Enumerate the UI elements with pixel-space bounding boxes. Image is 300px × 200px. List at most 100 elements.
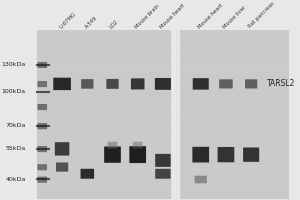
Bar: [37, 126, 177, 131]
Text: Mouse heart: Mouse heart: [197, 3, 224, 29]
Bar: [37, 75, 177, 81]
Bar: [180, 58, 289, 64]
FancyBboxPatch shape: [38, 62, 47, 68]
Bar: [180, 36, 289, 42]
Text: 55kDa: 55kDa: [6, 146, 26, 151]
FancyBboxPatch shape: [108, 142, 117, 148]
Bar: [180, 148, 289, 154]
Bar: [37, 36, 177, 42]
FancyBboxPatch shape: [155, 78, 171, 90]
Bar: [37, 193, 177, 199]
FancyBboxPatch shape: [195, 176, 207, 183]
Bar: [37, 58, 177, 64]
Text: Mouse heart: Mouse heart: [159, 3, 186, 29]
FancyBboxPatch shape: [129, 146, 146, 163]
Bar: [180, 70, 289, 75]
Bar: [180, 42, 289, 47]
FancyBboxPatch shape: [38, 104, 47, 110]
Text: LO2: LO2: [109, 19, 120, 29]
Bar: [37, 187, 177, 193]
FancyBboxPatch shape: [81, 79, 93, 89]
FancyBboxPatch shape: [80, 169, 94, 179]
FancyBboxPatch shape: [243, 147, 259, 162]
Bar: [37, 165, 177, 171]
Bar: [37, 86, 177, 92]
Bar: [180, 86, 289, 92]
Text: TARSL2: TARSL2: [267, 79, 295, 88]
Text: Rat pancreas: Rat pancreas: [248, 1, 276, 29]
FancyBboxPatch shape: [38, 164, 47, 170]
FancyBboxPatch shape: [219, 79, 233, 88]
FancyBboxPatch shape: [245, 79, 257, 88]
Bar: [37, 176, 177, 182]
Bar: [180, 64, 289, 70]
Text: 130kDa: 130kDa: [2, 62, 26, 67]
FancyBboxPatch shape: [56, 162, 68, 172]
Bar: [180, 92, 289, 98]
FancyBboxPatch shape: [131, 78, 145, 89]
Bar: [180, 126, 289, 131]
Bar: [180, 131, 289, 137]
Bar: [180, 81, 289, 86]
FancyBboxPatch shape: [155, 169, 171, 179]
Bar: [180, 159, 289, 165]
FancyBboxPatch shape: [218, 147, 234, 162]
Bar: [180, 154, 289, 159]
FancyBboxPatch shape: [53, 78, 71, 90]
Bar: [37, 109, 177, 114]
Bar: [180, 47, 289, 53]
Bar: [180, 53, 289, 58]
Bar: [37, 131, 177, 137]
Bar: [37, 137, 177, 143]
FancyBboxPatch shape: [37, 30, 177, 199]
Bar: [37, 182, 177, 187]
Bar: [180, 193, 289, 199]
Bar: [37, 98, 177, 103]
Bar: [37, 30, 177, 36]
Bar: [37, 70, 177, 75]
Bar: [180, 30, 289, 36]
Bar: [180, 75, 289, 81]
Bar: [37, 143, 177, 148]
FancyBboxPatch shape: [106, 79, 119, 89]
Text: Mouse brain: Mouse brain: [134, 3, 160, 29]
Bar: [37, 92, 177, 98]
Bar: [180, 171, 289, 176]
FancyBboxPatch shape: [55, 142, 69, 156]
Bar: [37, 53, 177, 58]
Bar: [180, 98, 289, 103]
Bar: [37, 171, 177, 176]
Text: 40kDa: 40kDa: [5, 177, 26, 182]
Bar: [180, 120, 289, 126]
Bar: [180, 114, 289, 120]
FancyBboxPatch shape: [38, 177, 47, 183]
Bar: [180, 187, 289, 193]
FancyBboxPatch shape: [104, 147, 121, 163]
Bar: [37, 81, 177, 86]
Text: Mouse liver: Mouse liver: [222, 4, 247, 29]
FancyBboxPatch shape: [155, 154, 171, 167]
FancyBboxPatch shape: [192, 147, 209, 162]
Bar: [37, 42, 177, 47]
Text: 70kDa: 70kDa: [5, 123, 26, 128]
Text: 100kDa: 100kDa: [2, 89, 26, 94]
FancyBboxPatch shape: [38, 81, 47, 87]
Bar: [180, 182, 289, 187]
Bar: [37, 103, 177, 109]
FancyBboxPatch shape: [38, 146, 47, 152]
Bar: [180, 165, 289, 171]
Bar: [180, 143, 289, 148]
Bar: [180, 103, 289, 109]
Bar: [37, 148, 177, 154]
Bar: [37, 159, 177, 165]
FancyBboxPatch shape: [193, 78, 209, 90]
Bar: [37, 47, 177, 53]
Bar: [180, 176, 289, 182]
FancyBboxPatch shape: [180, 30, 289, 199]
Bar: [37, 64, 177, 70]
Bar: [37, 154, 177, 159]
FancyBboxPatch shape: [38, 123, 47, 129]
Text: U-87MG: U-87MG: [58, 11, 77, 29]
Bar: [180, 137, 289, 143]
Bar: [37, 114, 177, 120]
